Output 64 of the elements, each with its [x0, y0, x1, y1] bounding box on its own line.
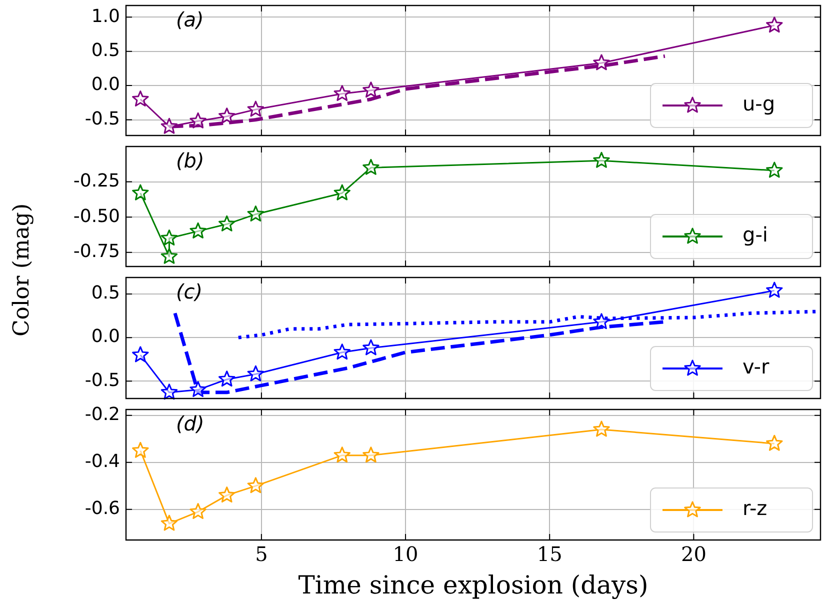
- point: [334, 344, 350, 360]
- point: [247, 477, 264, 494]
- point: [334, 446, 350, 463]
- point: [190, 112, 206, 128]
- point: [132, 442, 149, 458]
- y-tick-label: -0.4: [84, 451, 120, 472]
- point: [160, 514, 178, 531]
- point: [362, 82, 380, 98]
- x-tick-label: 20: [680, 542, 706, 566]
- point: [334, 184, 350, 200]
- y-tick-label: -0.75: [73, 241, 120, 262]
- y-tick-label: -0.2: [84, 404, 120, 426]
- point: [247, 365, 264, 382]
- point: [218, 370, 236, 387]
- point: [766, 434, 783, 451]
- point: [132, 346, 149, 362]
- y-tick-label: 0.0: [91, 326, 120, 348]
- point: [190, 222, 206, 238]
- point: [132, 184, 149, 200]
- point: [766, 282, 783, 298]
- y-tick-label: 0.0: [91, 74, 120, 96]
- annotation: (b): [176, 148, 204, 173]
- point: [218, 215, 236, 232]
- x-tick-label: 10: [392, 542, 418, 566]
- annotation: (a): [176, 8, 204, 32]
- legend-label: v-r: [742, 354, 770, 379]
- point: [362, 158, 380, 175]
- annotation: (c): [176, 280, 203, 304]
- y-tick-label: 1.0: [91, 6, 120, 27]
- y-tick-label: 0.5: [91, 40, 120, 62]
- x-tick-label: 15: [536, 542, 562, 566]
- legend-label: u-g: [742, 92, 776, 116]
- point: [218, 108, 236, 124]
- point: [160, 248, 178, 264]
- point: [593, 152, 610, 168]
- point: [766, 162, 783, 178]
- legend-label: g-i: [742, 222, 768, 247]
- point: [247, 100, 264, 117]
- point: [766, 16, 783, 33]
- y-tick-label: -0.5: [84, 108, 120, 130]
- point: [593, 54, 610, 70]
- legend-label: r-z: [742, 496, 768, 520]
- y-tick-label: -0.6: [84, 498, 120, 520]
- point: [334, 85, 350, 101]
- point: [132, 90, 149, 106]
- point: [160, 118, 178, 134]
- y-tick-label: -0.50: [73, 206, 120, 227]
- y-tick-label: -0.5: [84, 370, 120, 391]
- point: [593, 313, 610, 330]
- point: [190, 381, 206, 398]
- annotation: (d): [176, 412, 204, 436]
- point: [247, 206, 264, 222]
- x-tick-label: 5: [255, 542, 268, 566]
- y-tick-label: -0.25: [73, 170, 120, 192]
- y-tick-label: 0.5: [91, 282, 120, 304]
- point: [160, 230, 178, 246]
- y-axis-title: Color (mag): [10, 203, 34, 337]
- x-axis-title: Time since explosion (days): [298, 570, 648, 600]
- point: [593, 420, 610, 437]
- point: [218, 486, 236, 503]
- point: [190, 503, 206, 520]
- point: [362, 446, 380, 463]
- point: [362, 339, 380, 356]
- point: [160, 384, 178, 400]
